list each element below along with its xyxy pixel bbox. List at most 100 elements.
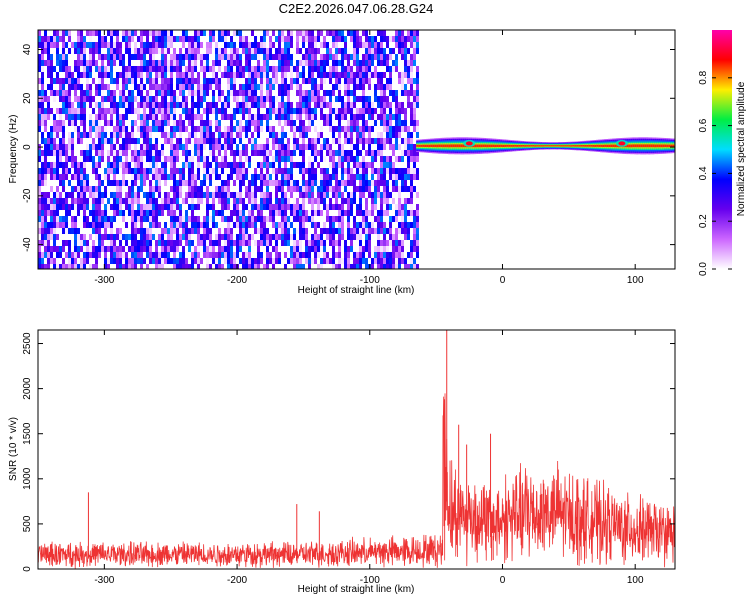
spectrogram-cell	[47, 258, 50, 264]
spectrogram-cell	[59, 78, 62, 84]
spectrogram-cell	[59, 264, 62, 269]
spectrogram-cell	[386, 204, 389, 210]
spectrogram-cell	[380, 264, 383, 269]
spectrogram-cell	[62, 150, 65, 156]
spectrogram-cell	[398, 48, 401, 54]
spectrogram-cell	[227, 246, 230, 252]
spectrogram-cell	[305, 192, 308, 198]
spectrogram-cell	[278, 120, 281, 126]
spectrogram-cell	[200, 198, 203, 204]
spectrogram-cell	[407, 228, 410, 234]
spectrogram-cell	[350, 90, 353, 96]
spectrogram-cell	[365, 96, 368, 102]
spectrogram-cell	[212, 258, 215, 264]
spectrogram-cell	[89, 210, 92, 216]
spectrogram-cell	[269, 90, 272, 96]
spectrogram-cell	[287, 114, 290, 120]
spectrogram-cell	[239, 36, 242, 42]
spectrogram-cell	[365, 210, 368, 216]
spectrogram-cell	[143, 246, 146, 252]
spectrogram-cell	[41, 180, 44, 186]
spectrogram-cell	[287, 90, 290, 96]
spectrogram-cell	[326, 192, 329, 198]
spectrogram-signal-cell	[666, 144, 669, 148]
spectrogram-cell	[368, 36, 371, 42]
spectrogram-cell	[230, 150, 233, 156]
spectrogram-signal-cell	[420, 144, 423, 147]
spectrogram-cell	[83, 174, 86, 180]
spectrogram-cell	[71, 258, 74, 264]
spectrogram-cell	[392, 186, 395, 192]
spectrogram-cell	[305, 114, 308, 120]
spectrogram-cell	[152, 252, 155, 258]
spectrogram-cell	[389, 234, 392, 240]
spectrogram-cell	[365, 234, 368, 240]
spectrogram-cell	[257, 162, 260, 168]
spectrogram-cell	[224, 192, 227, 198]
spectrogram-cell	[182, 126, 185, 132]
spectrogram-cell	[155, 162, 158, 168]
spectrogram-cell	[44, 126, 47, 132]
spectrogram-cell	[80, 84, 83, 90]
spectrogram-cell	[92, 162, 95, 168]
spectrogram-cell	[239, 102, 242, 108]
spectrogram-cell	[74, 240, 77, 246]
spectrogram-cell	[299, 150, 302, 156]
spectrogram-cell	[215, 150, 218, 156]
spectrogram-cell	[338, 36, 341, 42]
spectrogram-cell	[74, 126, 77, 132]
spectrogram-cell	[146, 246, 149, 252]
spectrogram-cell	[311, 168, 314, 174]
spectrogram-cell	[194, 246, 197, 252]
spectrogram-cell	[224, 108, 227, 114]
spectrogram-cell	[260, 150, 263, 156]
spectrogram-cell	[326, 30, 329, 36]
spectrogram-cell	[242, 66, 245, 72]
spectrogram-cell	[38, 246, 41, 252]
spectrogram-cell	[182, 108, 185, 114]
spectrogram-cell	[353, 60, 356, 66]
spectrogram-cell	[260, 186, 263, 192]
spectrogram-signal-cell	[522, 145, 525, 147]
spectrogram-cell	[395, 42, 398, 48]
spectrogram-cell	[74, 264, 77, 269]
spectrogram-cell	[377, 180, 380, 186]
spectrogram-cell	[230, 66, 233, 72]
spectrogram-cell	[101, 72, 104, 78]
spectrogram-cell	[110, 96, 113, 102]
spectrogram-cell	[179, 126, 182, 132]
spectrogram-cell	[299, 252, 302, 258]
spectrogram-cell	[380, 228, 383, 234]
spectrogram-cell	[362, 66, 365, 72]
spectrogram-cell	[113, 246, 116, 252]
spectrogram-cell	[101, 78, 104, 84]
spectrogram-cell	[350, 192, 353, 198]
spectrogram-cell	[251, 210, 254, 216]
spectrogram-cell	[113, 144, 116, 150]
y-tick-label: 2500	[22, 332, 33, 355]
spectrogram-cell	[59, 252, 62, 258]
spectrogram-cell	[173, 180, 176, 186]
spectrogram-cell	[80, 264, 83, 269]
spectrogram-cell	[311, 150, 314, 156]
spectrogram-cell	[233, 204, 236, 210]
spectrogram-cell	[254, 240, 257, 246]
spectrogram-cell	[365, 36, 368, 42]
spectrogram-cell	[128, 204, 131, 210]
spectrogram-cell	[146, 228, 149, 234]
spectrogram-cell	[167, 192, 170, 198]
spectrogram-cell	[125, 126, 128, 132]
spectrogram-cell	[107, 42, 110, 48]
spectrogram-cell	[116, 168, 119, 174]
spectrogram-cell	[260, 96, 263, 102]
spectrogram-cell	[164, 108, 167, 114]
spectrogram-cell	[281, 108, 284, 114]
spectrogram-cell	[71, 78, 74, 84]
spectrogram-cell	[248, 198, 251, 204]
spectrogram-cell	[161, 48, 164, 54]
spectrogram-cell	[335, 96, 338, 102]
spectrogram-cell	[215, 156, 218, 162]
spectrogram-cell	[179, 258, 182, 264]
spectrogram-cell	[260, 72, 263, 78]
spectrogram-cell	[194, 258, 197, 264]
